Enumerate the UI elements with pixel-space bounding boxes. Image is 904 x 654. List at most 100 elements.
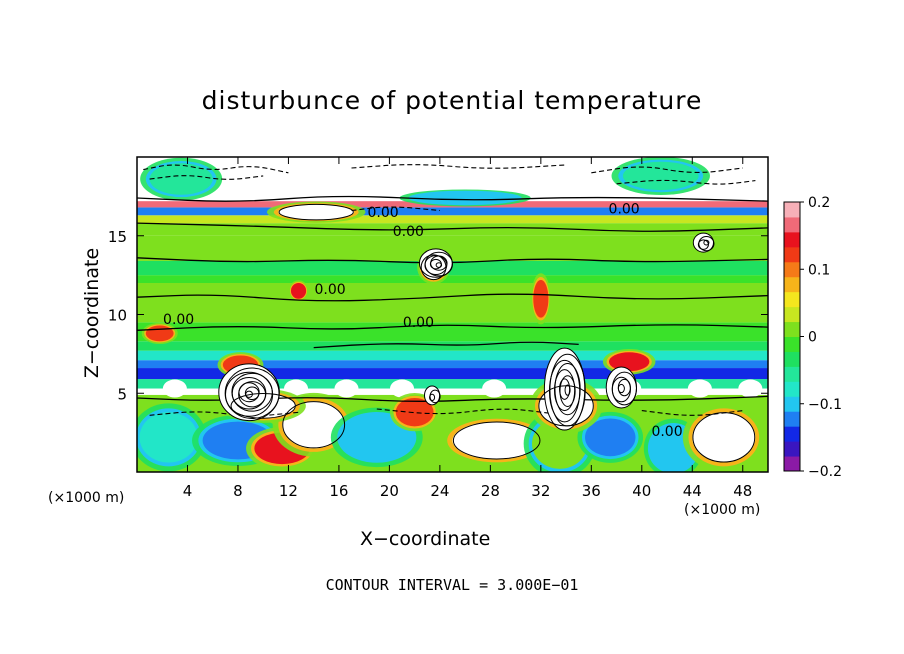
contour-label: 0.00 [609, 202, 640, 218]
blob [278, 204, 355, 220]
blob [622, 161, 699, 191]
x-tick-label: 48 [733, 482, 752, 500]
colorbar: 0.2 0.1 0 −0.1 −0.2 [783, 195, 842, 480]
positive-contour [538, 385, 594, 427]
colorbar-swatch [784, 426, 800, 442]
positive-contour [282, 401, 346, 449]
colorbar-swatch [784, 321, 800, 337]
bump [334, 379, 359, 398]
bump [482, 379, 507, 398]
contour-label: 0.00 [315, 282, 346, 298]
colorbar-tick-label: 0.1 [808, 262, 830, 278]
contour-label: 0.00 [163, 312, 194, 328]
colorbar-swatch [784, 441, 800, 457]
contour-label: 0.00 [651, 424, 682, 440]
positive-contour [692, 412, 756, 463]
x-tick-label: 24 [430, 482, 449, 500]
zero-contour [137, 324, 768, 331]
contour-ring [435, 262, 443, 268]
contour-interval-note: CONTOUR INTERVAL = 3.000E−01 [325, 576, 579, 594]
positive-contour [420, 254, 447, 281]
colorbar-swatch [784, 336, 800, 352]
x-tick-label: 4 [183, 482, 193, 500]
y-tick-label: 15 [108, 228, 127, 246]
contour-labels: 0.00 0.00 0.00 0.00 0.00 0.00 0.00 [163, 202, 683, 440]
y-axis: 5 10 15 [108, 228, 768, 403]
y-axis-label: Z−coordinate [81, 247, 103, 379]
colorbar-swatch [784, 366, 800, 382]
blob [139, 412, 198, 463]
x-axis-label: X−coordinate [360, 528, 491, 550]
colorbar-tick-label: −0.1 [808, 397, 842, 413]
positive-contour [230, 393, 296, 419]
negative-contour [641, 410, 743, 416]
colorbar-swatch [784, 456, 800, 472]
blob [692, 412, 756, 463]
band [137, 360, 768, 369]
blob [395, 397, 434, 427]
x-tick-label: 36 [582, 482, 601, 500]
negative-contour [376, 408, 554, 415]
x-tick-label: 40 [632, 482, 651, 500]
blob [608, 352, 650, 372]
contour-label: 0.00 [393, 224, 424, 240]
positive-contour [452, 421, 541, 460]
zero-contour [137, 257, 768, 264]
negative-contour [351, 206, 440, 212]
blob [149, 163, 213, 195]
negative-contour [351, 164, 567, 169]
band [137, 322, 768, 342]
negative-contour [143, 164, 289, 174]
colorbar-swatch [784, 306, 800, 323]
band [137, 283, 768, 323]
bump [687, 379, 712, 398]
blob [290, 283, 307, 299]
x-tick-label: 20 [380, 482, 399, 500]
contour-ring [703, 239, 710, 246]
zero-contour [313, 341, 579, 349]
colorbar-swatch [784, 411, 800, 427]
contour-label: 0.00 [403, 315, 434, 331]
colorbar-swatch [784, 396, 800, 412]
negative-contour [149, 175, 264, 180]
blob [452, 421, 541, 460]
negative-contour [591, 166, 743, 174]
blob [414, 191, 516, 205]
band [137, 379, 768, 389]
zero-contour [137, 195, 768, 202]
positive-contour [278, 203, 354, 221]
band [137, 350, 768, 361]
colorbar-swatch [784, 261, 800, 278]
colorbar-swatch [784, 381, 800, 397]
x-axis: 4 8 12 16 20 24 28 32 36 40 44 48 [183, 157, 752, 500]
colorbar-swatch [784, 276, 800, 293]
band [137, 235, 768, 261]
bump [738, 379, 763, 398]
zero-contour [137, 222, 768, 232]
zero-contour [137, 293, 768, 302]
bump [390, 379, 415, 398]
x-unit-right: (×1000 m) [684, 502, 761, 518]
colorbar-tick-label: 0.2 [808, 195, 830, 211]
band [137, 341, 768, 351]
y-tick-label: 5 [117, 385, 127, 403]
x-tick-label: 16 [329, 482, 348, 500]
x-tick-label: 44 [683, 482, 702, 500]
x-unit-left: (×1000 m) [48, 490, 125, 506]
contour-label: 0.00 [368, 205, 399, 221]
colorbar-swatch [784, 246, 800, 263]
band [137, 215, 768, 224]
blob [341, 415, 413, 460]
band [137, 388, 768, 395]
contour-ring [564, 384, 571, 396]
chart-title: disturbunce of potential temperature [201, 86, 703, 115]
contour-ring [429, 393, 436, 402]
colorbar-swatch [784, 291, 800, 308]
colorbar-tick-label: −0.2 [808, 464, 842, 480]
bump [162, 379, 187, 398]
band [137, 275, 768, 283]
y-tick-label: 10 [108, 307, 127, 325]
x-tick-label: 8 [233, 482, 243, 500]
band [137, 260, 768, 276]
